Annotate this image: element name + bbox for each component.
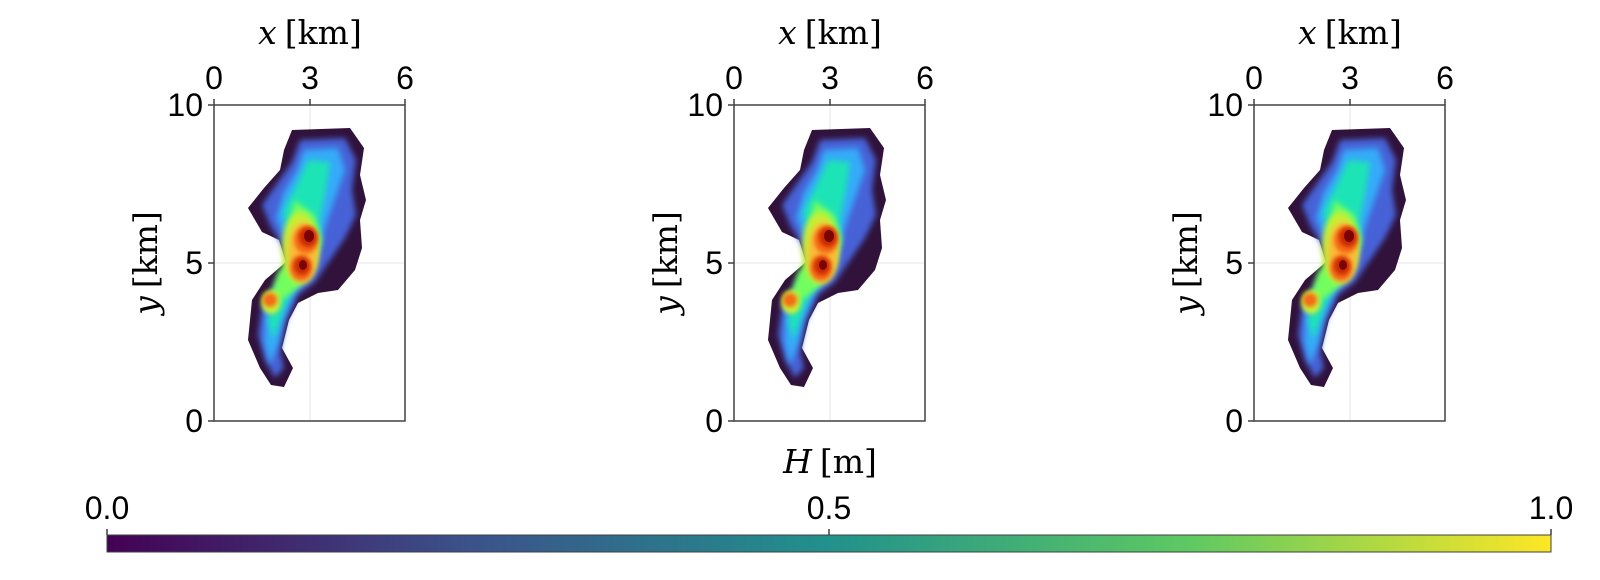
colorbar-ticks: [106, 529, 1552, 535]
x-tick-label: 6: [916, 60, 934, 96]
y-tick-label: 0: [185, 403, 203, 439]
y-tick-label: 5: [1225, 245, 1243, 281]
y-tick-label: 10: [687, 87, 723, 123]
x-tick-label: 6: [396, 60, 414, 96]
y-axis-var: y: [126, 296, 165, 317]
x-axis-var: x: [1298, 13, 1317, 52]
colorbar-tick-label: 0.5: [807, 490, 851, 526]
panel-1: 0 3 6 10 5 0 x [km] y[km]: [126, 13, 414, 439]
x-tick-label: 6: [1436, 60, 1454, 96]
heatmap-plume: [768, 128, 886, 387]
y-tick-label: 0: [705, 403, 723, 439]
y-axis-var: y: [1166, 296, 1205, 317]
colorbar-gradient: [106, 534, 1552, 553]
colorbar: 0.0 0.5 1.0: [85, 490, 1573, 553]
y-tick-label: 5: [705, 245, 723, 281]
x-ticks: [733, 99, 926, 105]
heatmap-plume: [1288, 128, 1406, 387]
x-ticks: [1253, 99, 1446, 105]
caption-unit: [m]: [820, 442, 877, 481]
x-tick-label: 0: [205, 60, 223, 96]
x-tick-label: 3: [1341, 60, 1359, 96]
x-tick-label: 3: [821, 60, 839, 96]
x-axis-label: x [km]: [778, 13, 882, 52]
x-tick-label: 0: [1245, 60, 1263, 96]
caption-var: H: [782, 442, 813, 481]
x-ticks: [213, 99, 406, 105]
heatmap-plume: [248, 128, 366, 387]
y-axis-unit: [km]: [646, 211, 685, 288]
colorbar-caption: H [m]: [782, 442, 877, 481]
x-axis-unit: [km]: [805, 13, 882, 52]
x-tick-label: 3: [301, 60, 319, 96]
x-axis-label: x [km]: [258, 13, 362, 52]
y-ticks: [208, 104, 214, 422]
y-ticks: [728, 104, 734, 422]
y-axis-var: y: [646, 296, 685, 317]
colorbar-tick-label: 0.0: [85, 490, 129, 526]
y-axis-unit: [km]: [126, 211, 165, 288]
x-axis-unit: [km]: [285, 13, 362, 52]
panel-3: 0 3 6 10 5 0 x [km] y[km]: [1166, 13, 1454, 439]
x-axis-unit: [km]: [1325, 13, 1402, 52]
colorbar-tick-label: 1.0: [1529, 490, 1573, 526]
panel-2: 0 3 6 10 5 0 x [km] y[km] H [m]: [646, 13, 934, 481]
y-axis-label: y [km]: [1166, 211, 1205, 317]
y-tick-label: 0: [1225, 403, 1243, 439]
y-axis-label: y [km]: [126, 211, 165, 317]
y-axis-label: y [km]: [646, 211, 685, 317]
x-axis-label: x [km]: [1298, 13, 1402, 52]
y-tick-label: 5: [185, 245, 203, 281]
x-axis-var: x: [258, 13, 277, 52]
x-axis-var: x: [778, 13, 797, 52]
y-tick-label: 10: [167, 87, 203, 123]
y-tick-label: 10: [1207, 87, 1243, 123]
y-ticks: [1248, 104, 1254, 422]
y-axis-unit: [km]: [1166, 211, 1205, 288]
x-tick-label: 0: [725, 60, 743, 96]
